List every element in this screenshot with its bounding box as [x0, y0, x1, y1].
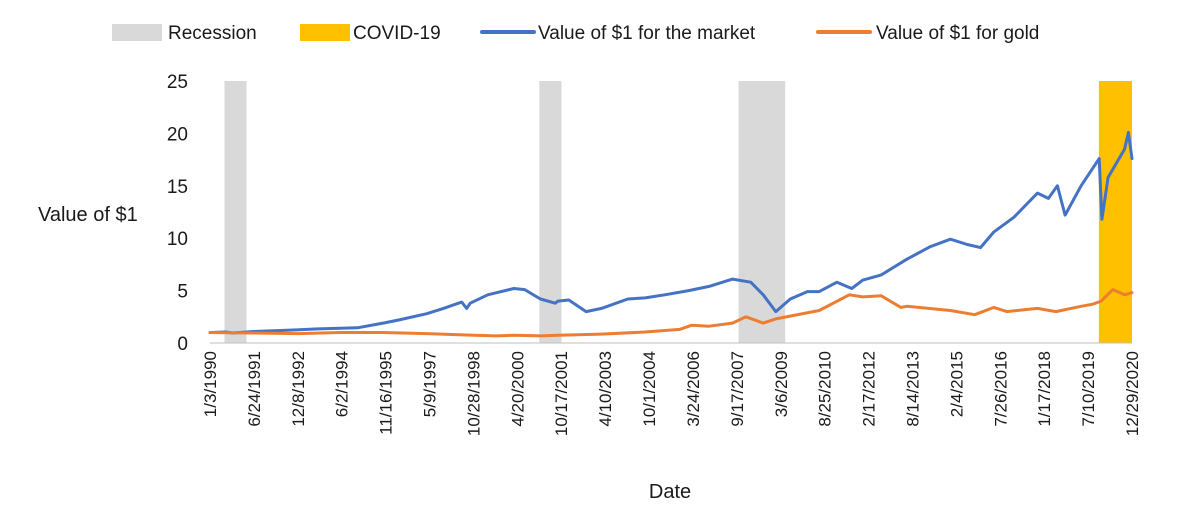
x-tick-label-7: 4/20/2000: [508, 351, 527, 427]
x-tick-label-8: 10/17/2001: [552, 351, 571, 436]
legend-label-value-of-1-for-gold: Value of $1 for gold: [876, 23, 1039, 44]
x-tick-label-13: 3/6/2009: [772, 351, 791, 417]
x-tick-label-1: 6/24/1991: [245, 351, 264, 427]
x-tick-label-12: 9/17/2007: [728, 351, 747, 427]
x-tick-label-3: 6/2/1994: [333, 351, 352, 417]
x-tick-label-16: 8/14/2013: [903, 351, 922, 427]
x-tick-label-9: 4/10/2003: [596, 351, 615, 427]
y-axis-ticks: 0 5 10 15 20 25: [167, 72, 188, 355]
y-axis-title: Value of $1: [38, 204, 138, 226]
x-tick-label-14: 8/25/2010: [816, 351, 835, 427]
y-tick-label-5: 5: [177, 282, 188, 303]
y-tick-label-25: 25: [167, 72, 188, 93]
x-tick-label-19: 1/17/2018: [1035, 351, 1054, 427]
legend-label-covid-19: COVID-19: [353, 23, 441, 44]
x-tick-label-18: 7/26/2016: [991, 351, 1010, 427]
x-tick-label-5: 5/9/1997: [421, 351, 440, 417]
x-axis-title: Date: [649, 481, 691, 503]
x-tick-label-0: 1/3/1990: [201, 351, 220, 417]
x-tick-label-11: 3/24/2006: [684, 351, 703, 427]
x-tick-label-4: 11/16/1995: [377, 351, 396, 435]
series-lines: [208, 130, 1134, 338]
x-tick-label-17: 2/4/2015: [947, 351, 966, 417]
y-tick-label-20: 20: [167, 124, 188, 145]
y-tick-label-10: 10: [167, 229, 188, 250]
x-axis-ticks: 1/3/1990 6/24/1991 12/8/1992 6/2/1994 11/16/…: [201, 351, 1142, 436]
market-value-line: [208, 130, 1134, 335]
x-tick-label-21: 12/29/2020: [1123, 351, 1142, 436]
x-tick-label-10: 10/1/2004: [640, 351, 659, 427]
legend-swatch-recession: [112, 24, 162, 41]
recession-band-3: [738, 81, 786, 343]
x-tick-label-6: 10/28/1998: [464, 351, 483, 436]
shaded-periods: [224, 81, 1132, 343]
legend-swatch-covid-19: [300, 24, 350, 41]
legend-label-recession: Recession: [168, 23, 257, 44]
legend-label-value-of-1-for-the-market: Value of $1 for the market: [538, 23, 756, 44]
x-tick-label-2: 12/8/1992: [289, 351, 308, 427]
x-tick-label-20: 7/10/2019: [1079, 351, 1098, 427]
recession-band-1: [224, 81, 247, 343]
recession-band-2: [539, 81, 562, 343]
x-tick-label-15: 2/17/2012: [860, 351, 879, 427]
gold-value-line: [208, 288, 1134, 338]
legend: Recession COVID-19 Value of $1 for the mar…: [112, 23, 1039, 44]
y-tick-label-0: 0: [177, 334, 188, 355]
y-tick-label-15: 15: [167, 177, 188, 198]
